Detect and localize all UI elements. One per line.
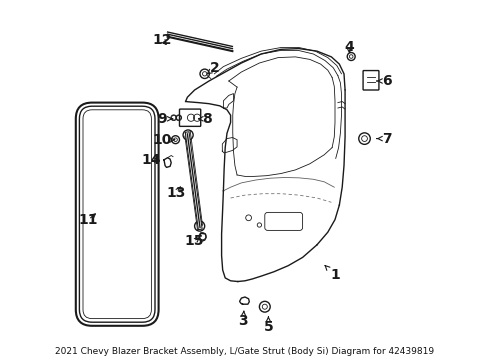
Text: 12: 12: [152, 33, 172, 46]
Text: 6: 6: [377, 74, 392, 88]
Text: 11: 11: [79, 213, 98, 226]
Text: 4: 4: [344, 40, 354, 54]
Text: 13: 13: [167, 186, 186, 199]
Text: 1: 1: [325, 265, 340, 282]
Text: 9: 9: [157, 112, 172, 126]
Text: 3: 3: [239, 311, 248, 328]
Text: 10: 10: [152, 134, 175, 147]
Text: 5: 5: [264, 317, 273, 334]
Text: 2021 Chevy Blazer Bracket Assembly, L/Gate Strut (Body Si) Diagram for 42439819: 2021 Chevy Blazer Bracket Assembly, L/Ga…: [55, 347, 435, 356]
Text: 14: 14: [142, 153, 161, 167]
Text: 15: 15: [185, 234, 204, 248]
Text: 7: 7: [377, 132, 392, 145]
Text: 8: 8: [198, 112, 212, 126]
Text: 2: 2: [207, 62, 220, 75]
